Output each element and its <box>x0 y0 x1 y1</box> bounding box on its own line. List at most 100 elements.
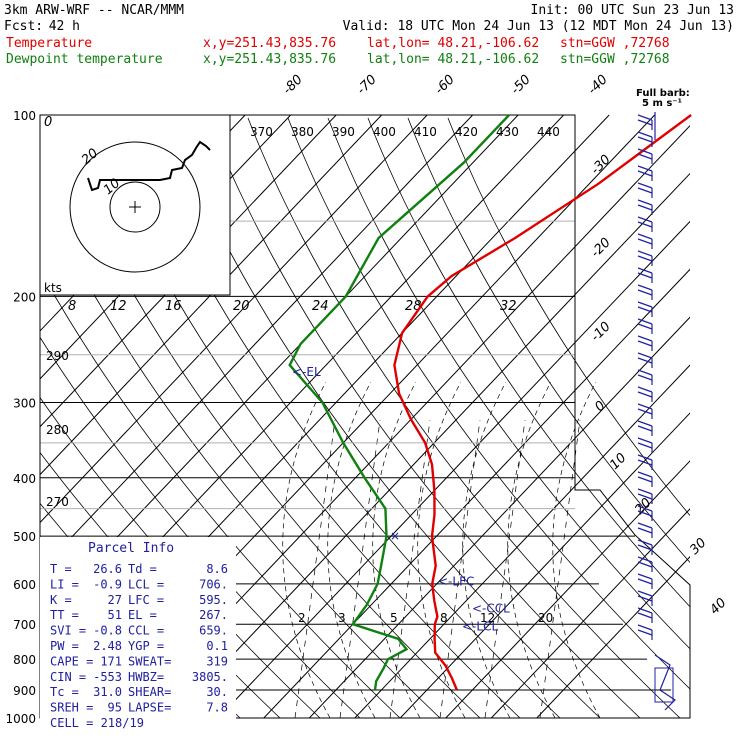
wind-barb-flag <box>637 624 653 631</box>
hodograph-ring-outer <box>69 141 201 273</box>
wind-barb-flag <box>637 204 653 211</box>
isotherm-label-30: 30 <box>687 536 709 558</box>
mixing-ratio-label: 8 <box>440 611 448 625</box>
theta-label: 420 <box>455 125 478 139</box>
parcel-field-label: SVI = <box>50 624 86 638</box>
parcel-field-value: -553 <box>93 670 122 684</box>
parcel-levels: <-EL <-LFC <-CCL <-LCL × <box>292 365 510 633</box>
wind-barb-flag <box>637 289 653 296</box>
wind-barb-flag <box>637 505 653 512</box>
isotherm-line <box>490 508 690 718</box>
wind-barb-flag <box>637 522 653 529</box>
theta-label: 410 <box>414 125 437 139</box>
hodograph-origin-label: 0 <box>44 115 52 130</box>
isotherm-label--40: -40 <box>585 72 611 98</box>
temperature-station: stn=GGW ,72768 <box>560 36 670 51</box>
isotherm-label--20: -20 <box>588 235 614 261</box>
parcel-field-value: 27 <box>108 593 122 607</box>
isotherm-line <box>354 364 690 718</box>
isotherm-label-40: 40 <box>707 596 729 618</box>
mixing-ratio-line <box>339 419 381 718</box>
wind-barb-flag <box>637 119 653 126</box>
dry-adiabat <box>247 117 681 718</box>
wind-barb-flag <box>637 527 653 534</box>
theta-label: 380 <box>291 125 314 139</box>
parcel-field-value: -0.9 <box>93 577 122 591</box>
level-label: <-EL <box>292 365 321 379</box>
mixing-ratio-label: 12 <box>480 611 495 625</box>
pressure-label-600: 600 <box>13 578 36 592</box>
speed-label: 20 <box>233 299 250 314</box>
parcel-field-value: -0.8 <box>93 624 122 638</box>
temperature-profile <box>393 114 692 691</box>
parcel-field-value: 2.48 <box>93 639 122 653</box>
parcel-field-value: 26.6 <box>93 562 122 576</box>
dewpoint-xy: x,y=251.43,835.76 <box>203 52 336 67</box>
plot-border <box>39 114 691 719</box>
wind-barb-flag <box>637 335 653 342</box>
parcel-field-label: CIN = <box>50 670 86 684</box>
mixing-ratio-label: 2 <box>298 611 306 625</box>
parcel-field-label: PW = <box>50 639 79 653</box>
wind-barb-flag <box>637 323 653 330</box>
theta-left-label: 290 <box>46 349 69 363</box>
hodograph-trace <box>87 140 211 192</box>
dry-adiabat <box>287 117 690 690</box>
parcel-field-label: SHEAR= <box>128 685 171 699</box>
parcel-field-value: 7.8 <box>206 701 228 715</box>
wind-barb-flag <box>637 459 653 466</box>
isotherm-line <box>40 114 337 428</box>
theta-label: 370 <box>250 125 273 139</box>
wind-barb-flag <box>637 403 653 410</box>
low-level-barbs <box>654 654 676 711</box>
wind-barb-flag <box>637 165 653 172</box>
temperature-legend-label: Temperature <box>6 36 92 51</box>
isotherm-line <box>536 556 690 718</box>
wind-barb-flag <box>637 170 653 177</box>
speed-label: 32 <box>500 299 517 314</box>
parcel-field-label: TT = <box>50 608 79 622</box>
isotherm-label-0: 0 <box>592 398 608 414</box>
wind-barb-flag <box>637 250 653 257</box>
wind-barb-flag <box>637 216 653 223</box>
hodograph-ring-inner <box>109 181 161 233</box>
theta-left-label: 280 <box>46 423 69 437</box>
background-grid <box>40 114 690 718</box>
wind-barb-flag <box>637 238 653 245</box>
wind-barb-flag <box>637 442 653 449</box>
parcel-field-value: 171 <box>100 654 122 668</box>
parcel-field-value: 8.6 <box>206 562 228 576</box>
wind-barb-flag <box>637 369 653 376</box>
parcel-field-label: CAPE = <box>50 654 93 668</box>
dewpoint-profile <box>288 114 510 691</box>
dry-adiabat <box>40 269 401 718</box>
parcel-info-background <box>40 537 236 733</box>
wind-barb-flag <box>637 114 653 121</box>
wind-barb-flag <box>637 301 653 308</box>
wind-barb-flag <box>637 255 653 262</box>
wind-barb-flag <box>637 420 653 427</box>
dewpoint-legend-label: Dewpoint temperature <box>6 52 163 67</box>
dry-adiabat <box>40 336 361 718</box>
level-label: <-LCL <box>462 619 498 633</box>
dry-adiabat <box>327 117 690 650</box>
wind-barb-flag <box>637 544 653 551</box>
wind-barb-flag <box>637 153 653 160</box>
parcel-field-label: LFC = <box>128 593 164 607</box>
isotherm-line <box>308 316 690 718</box>
pressure-label-700: 700 <box>13 618 36 632</box>
parcel-field-label: CCL = <box>128 624 164 638</box>
wind-barb-flag <box>637 607 653 614</box>
barb-legend-line1: Full barb: <box>636 88 690 99</box>
isotherm-label--80: -80 <box>280 72 306 98</box>
isotherm-line <box>172 172 690 718</box>
wind-barb-flag <box>637 136 653 143</box>
wind-barb-flag <box>637 284 653 291</box>
parcel-field-value: 3805. <box>192 670 228 684</box>
parcel-field-value: 95 <box>108 701 122 715</box>
theta-label: 400 <box>373 125 396 139</box>
barb-legend-line2: 5 m s⁻¹ <box>642 98 682 109</box>
pressure-label-400: 400 <box>13 472 36 486</box>
parcel-field-value: 706. <box>199 577 228 591</box>
